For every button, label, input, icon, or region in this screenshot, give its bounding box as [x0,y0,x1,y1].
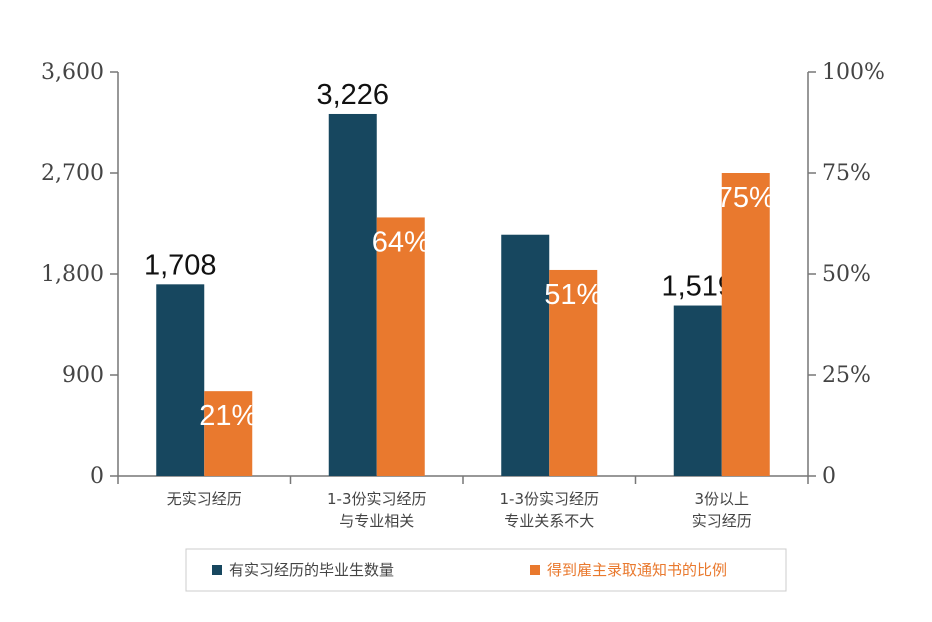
data-label-offer-ratio: 51% [544,279,602,311]
x-axis-category-label: 3份以上 [694,490,749,508]
legend-box [185,548,787,592]
data-label-graduate-count: 1,708 [144,249,217,281]
legend-swatch [530,565,540,575]
bar-graduate-count [673,305,722,476]
x-axis-category-label: 实习经历 [692,512,752,530]
bar-offer-ratio [204,391,253,476]
legend-label: 得到雇主录取通知书的比例 [547,561,727,579]
x-axis-category-label: 1-3份实习经历 [327,490,427,508]
legend-label: 有实习经历的毕业生数量 [229,561,394,579]
right-axis-tick-label: 0 [822,464,836,489]
bar-graduate-count [328,113,377,477]
right-axis-tick-label: 100% [822,60,885,85]
x-axis-category-label: 专业关系不大 [504,512,594,530]
bar-offer-ratio [376,217,425,476]
data-label-offer-ratio: 21% [199,400,257,432]
right-axis-tick-label: 25% [822,363,871,388]
right-axis-tick-label: 75% [822,161,871,186]
data-label-offer-ratio: 75% [717,182,775,214]
bar-offer-ratio [549,269,598,476]
x-axis-category-label: 与专业相关 [339,512,414,530]
left-axis-tick-label: 1,800 [41,262,104,287]
left-axis-tick-label: 3,600 [41,60,104,85]
left-axis-tick-label: 2,700 [41,161,104,186]
bar-graduate-count [501,234,550,476]
data-label-offer-ratio: 64% [372,226,430,258]
left-axis-tick-label: 0 [90,464,104,489]
x-axis-category-label: 无实习经历 [167,490,242,508]
x-axis-category-label: 1-3份实习经历 [499,490,599,508]
data-label-graduate-count: 3,226 [316,79,389,111]
legend-swatch [212,565,222,575]
bar-offer-ratio [721,173,770,476]
right-axis-tick-label: 50% [822,262,871,287]
left-axis-tick-label: 900 [62,363,104,388]
bar-graduate-count [156,284,205,476]
